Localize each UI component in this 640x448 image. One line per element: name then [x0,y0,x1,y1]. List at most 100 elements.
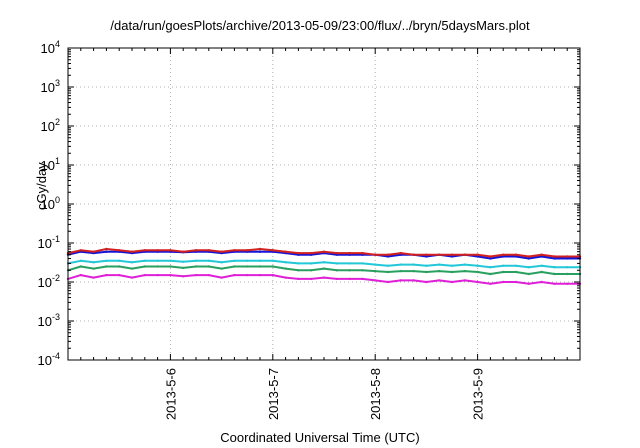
data-point [297,262,300,265]
x-axis-label: Coordinated Universal Time (UTC) [220,430,420,445]
data-point [79,259,83,262]
data-point [348,269,351,272]
data-point [220,276,223,279]
data-point [348,262,351,265]
data-point [374,263,377,266]
data-point [310,277,313,281]
x-tick-label: 2013-5-7 [266,368,281,420]
data-point [143,265,146,268]
data-point [463,253,466,256]
data-point [476,253,479,256]
data-point [246,259,249,262]
data-point [412,279,415,282]
data-point [220,250,223,253]
data-point [335,262,338,265]
data-point [207,273,210,277]
data-point [156,249,159,252]
data-point [322,250,326,253]
data-point [79,265,83,268]
data-point [514,270,518,274]
data-point [527,266,530,269]
y-tick-label: 102 [41,117,60,134]
data-point [450,280,454,284]
data-point [502,264,505,267]
data-point [143,273,146,277]
data-point [182,260,185,263]
data-point [489,255,492,258]
data-point [194,265,198,268]
x-tick-label: 2013-5-6 [163,368,178,420]
data-point [118,249,121,252]
data-point [476,280,479,284]
data-point [284,276,287,279]
y-tick-label: 10-3 [38,312,60,329]
data-point [502,270,505,274]
data-point [540,255,543,258]
data-point [348,277,351,281]
data-point [540,280,543,284]
data-point [297,251,300,255]
data-point [553,272,556,276]
data-point [105,273,108,277]
data-point [105,250,108,253]
data-point [540,264,543,267]
data-point [374,269,377,273]
data-point [310,262,313,265]
data-point [130,267,134,270]
data-point [92,261,95,264]
data-point [412,263,415,266]
data-point [450,264,454,267]
data-point [169,249,172,252]
data-point [105,265,108,268]
x-axis-ticks: 2013-5-6 2013-5-7 2013-5-8 2013-5-9 [80,48,568,420]
data-point [130,276,134,279]
data-point [258,259,262,262]
data-point [92,267,95,270]
data-point [194,273,198,277]
data-point [156,265,159,268]
data-point [386,280,390,284]
data-point [322,276,326,279]
data-point [220,267,223,270]
data-point [463,269,466,273]
data-point [476,264,479,267]
data-point [322,261,326,264]
data-point [169,259,172,262]
data-point [258,250,262,253]
y-tick-label: 104 [41,39,60,56]
data-point [476,270,479,274]
chart-title: /data/run/goesPlots/archive/2013-05-09/2… [110,18,530,33]
data-point [386,264,390,267]
data-point [450,253,454,256]
data-point [297,277,300,281]
data-point [566,257,569,260]
data-point [463,279,466,282]
data-point [297,269,300,272]
data-point [553,257,556,260]
series-lines [66,247,582,285]
data-point [271,259,274,262]
data-point [182,275,185,278]
data-point [118,265,121,268]
data-point [450,255,454,258]
data-point [438,269,441,273]
data-point [92,250,95,253]
data-point [463,263,466,266]
data-point [399,263,402,266]
data-point [284,250,287,253]
data-point [489,272,492,276]
data-point [527,255,530,258]
data-point [182,250,185,253]
data-point [425,253,428,256]
data-point [322,267,326,270]
data-point [386,270,390,274]
data-point [361,269,364,272]
data-point [79,249,83,252]
data-point [527,272,530,276]
data-point [502,255,505,258]
data-point [425,264,428,267]
data-point [169,265,172,268]
data-point [450,270,454,274]
data-point [476,255,479,258]
